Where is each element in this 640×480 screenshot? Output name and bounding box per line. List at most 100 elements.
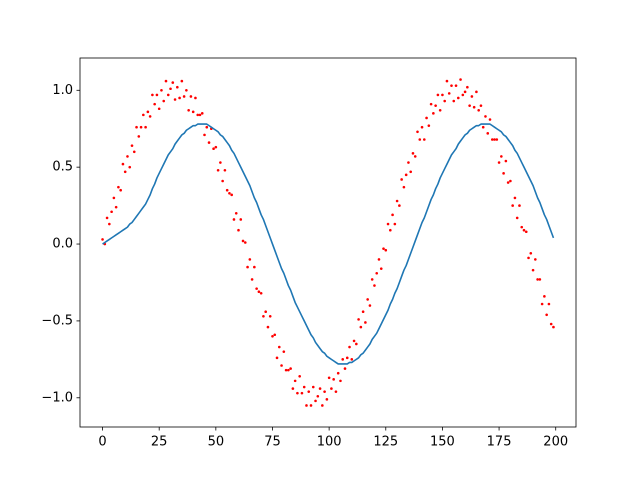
- scatter-point: [148, 115, 152, 118]
- scatter-point: [336, 371, 340, 375]
- scatter-point: [527, 256, 530, 260]
- scatter-point: [275, 356, 279, 360]
- scatter-point: [495, 138, 499, 141]
- scatter-point: [189, 95, 193, 98]
- scatter-point: [309, 404, 313, 407]
- scatter-point: [357, 318, 360, 321]
- scatter-point: [475, 90, 478, 94]
- scatter-point: [513, 196, 517, 200]
- scatter-point: [114, 205, 118, 209]
- scatter-point: [108, 222, 111, 226]
- scatter-point: [407, 161, 410, 164]
- scatter-point: [416, 130, 419, 134]
- scatter-point: [311, 385, 315, 389]
- scatter-point: [223, 168, 227, 172]
- scatter-point: [169, 87, 172, 91]
- scatter-point: [452, 99, 456, 103]
- scatter-point: [488, 118, 492, 121]
- scatter-point: [325, 398, 329, 401]
- scatter-point: [234, 211, 238, 215]
- scatter-point: [350, 358, 354, 361]
- scatter-point: [432, 112, 435, 115]
- x-tick-label: 200: [543, 435, 568, 450]
- scatter-point: [420, 125, 424, 129]
- scatter-point: [246, 265, 249, 269]
- scatter-point: [330, 387, 333, 390]
- scatter-point: [486, 132, 490, 135]
- scatter-point: [518, 204, 521, 207]
- scatter-point: [461, 93, 465, 97]
- x-tick-label: 150: [430, 435, 455, 450]
- scatter-point: [323, 390, 326, 393]
- plot-area: [80, 58, 576, 427]
- scatter-point: [470, 95, 474, 98]
- scatter-point: [119, 188, 122, 192]
- scatter-point: [160, 88, 163, 92]
- scatter-point: [343, 367, 347, 370]
- scatter-point: [219, 161, 222, 164]
- scatter-point: [287, 368, 290, 372]
- scatter-point: [207, 141, 211, 144]
- scatter-point: [171, 81, 175, 84]
- scatter-point: [212, 147, 215, 151]
- scatter-point: [524, 230, 528, 234]
- scatter-point: [225, 188, 229, 192]
- scatter-point: [506, 181, 510, 184]
- scatter-point: [386, 222, 390, 226]
- scatter-point: [404, 173, 408, 177]
- scatter-point: [481, 125, 485, 129]
- scatter-point: [187, 108, 190, 112]
- scatter-point: [327, 376, 331, 380]
- scatter-point: [151, 93, 154, 97]
- scatter-point: [232, 218, 236, 221]
- scatter-point: [490, 138, 494, 141]
- y-tick-label: 1.0: [52, 83, 73, 98]
- scatter-point: [382, 247, 385, 250]
- scatter-point: [194, 96, 197, 100]
- scatter-point: [375, 271, 379, 275]
- scatter-point: [203, 133, 206, 137]
- scatter-point: [484, 115, 487, 118]
- scatter-point: [418, 138, 422, 141]
- scatter-point: [248, 258, 252, 261]
- scatter-point: [545, 313, 548, 317]
- y-tick-label: 0.5: [52, 160, 73, 175]
- scatter-point: [463, 90, 467, 94]
- scatter-point: [117, 185, 120, 189]
- scatter-point: [479, 104, 483, 107]
- scatter-point: [434, 104, 437, 107]
- x-tick-label: 75: [264, 435, 281, 450]
- scatter-point: [296, 391, 299, 395]
- scatter-point: [355, 342, 358, 346]
- scatter-point: [205, 125, 209, 129]
- scatter-point: [459, 78, 462, 81]
- scatter-point: [450, 84, 453, 87]
- scatter-point: [300, 391, 304, 395]
- x-tick-label: 175: [487, 435, 512, 450]
- scatter-point: [472, 105, 476, 109]
- scatter-point: [293, 379, 297, 383]
- scatter-point: [549, 322, 553, 326]
- scatter-point: [364, 321, 367, 324]
- scatter-point: [112, 196, 116, 200]
- line-series: [102, 123, 555, 365]
- scatter-point: [153, 102, 156, 106]
- scatter-point: [196, 113, 200, 117]
- axes-frame: [79, 57, 577, 428]
- scatter-point: [529, 251, 533, 255]
- scatter-point: [502, 172, 505, 175]
- scatter-point: [504, 159, 508, 163]
- scatter-point: [515, 216, 519, 220]
- scatter-point: [241, 239, 245, 243]
- scatter-point: [477, 108, 480, 112]
- scatter-point: [352, 339, 356, 343]
- scatter-point: [216, 168, 220, 172]
- scatter-point: [273, 333, 277, 337]
- scatter-point: [493, 138, 496, 141]
- scatter-point: [128, 165, 132, 169]
- scatter-point: [253, 265, 256, 269]
- scatter-point: [441, 93, 444, 97]
- y-tick-label: −0.5: [41, 313, 73, 328]
- scatter-point: [178, 96, 181, 100]
- scatter-point: [262, 315, 265, 318]
